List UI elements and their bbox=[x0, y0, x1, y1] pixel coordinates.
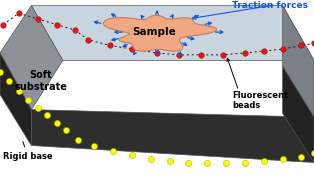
Text: Rigid base: Rigid base bbox=[3, 142, 53, 161]
Polygon shape bbox=[0, 6, 63, 110]
Text: Fluorescent
beads: Fluorescent beads bbox=[232, 91, 289, 110]
Polygon shape bbox=[283, 66, 314, 163]
Polygon shape bbox=[31, 110, 314, 163]
Text: Sample: Sample bbox=[132, 27, 176, 37]
Polygon shape bbox=[0, 53, 31, 146]
Polygon shape bbox=[31, 6, 314, 60]
Polygon shape bbox=[104, 15, 217, 51]
Polygon shape bbox=[283, 6, 314, 117]
Text: Traction forces: Traction forces bbox=[232, 1, 308, 10]
Text: Soft
substrate: Soft substrate bbox=[14, 70, 67, 92]
